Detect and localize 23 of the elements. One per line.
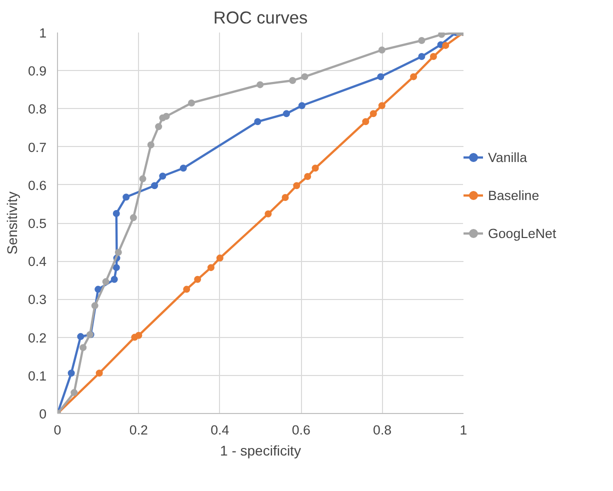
y-tick-label: 0.9 [28, 64, 47, 79]
y-tick-label: 0 [39, 406, 47, 422]
y-tick-label: 0.8 [28, 102, 47, 117]
x-tick-label: 0.4 [210, 422, 230, 438]
legend-label: GoogLeNet [488, 226, 556, 240]
x-tick-label: 0 [54, 422, 62, 438]
y-tick-label: 1 [39, 26, 47, 40]
x-axis-title: 1 - specificity [220, 442, 301, 458]
y-tick-label: 0.1 [28, 368, 47, 384]
x-tick-label: 0.8 [373, 422, 392, 438]
chart-title: ROC curves [213, 8, 308, 28]
legend-label: Baseline [488, 188, 540, 202]
y-tick-label: 0.7 [28, 140, 47, 155]
y-tick-label: 0.4 [28, 254, 48, 270]
x-tick-label: 0.6 [292, 422, 310, 438]
y-axis-title: Sensitivity [4, 191, 20, 255]
x-tick-label: 1 [460, 422, 468, 438]
legend-label: Vanilla [488, 150, 528, 164]
y-tick-label: 0.2 [28, 330, 47, 346]
x-tick-label: 0.2 [129, 422, 148, 438]
y-tick-label: 0.6 [28, 178, 47, 193]
y-tick-label: 0.5 [28, 216, 47, 231]
y-tick-label: 0.3 [28, 292, 47, 308]
